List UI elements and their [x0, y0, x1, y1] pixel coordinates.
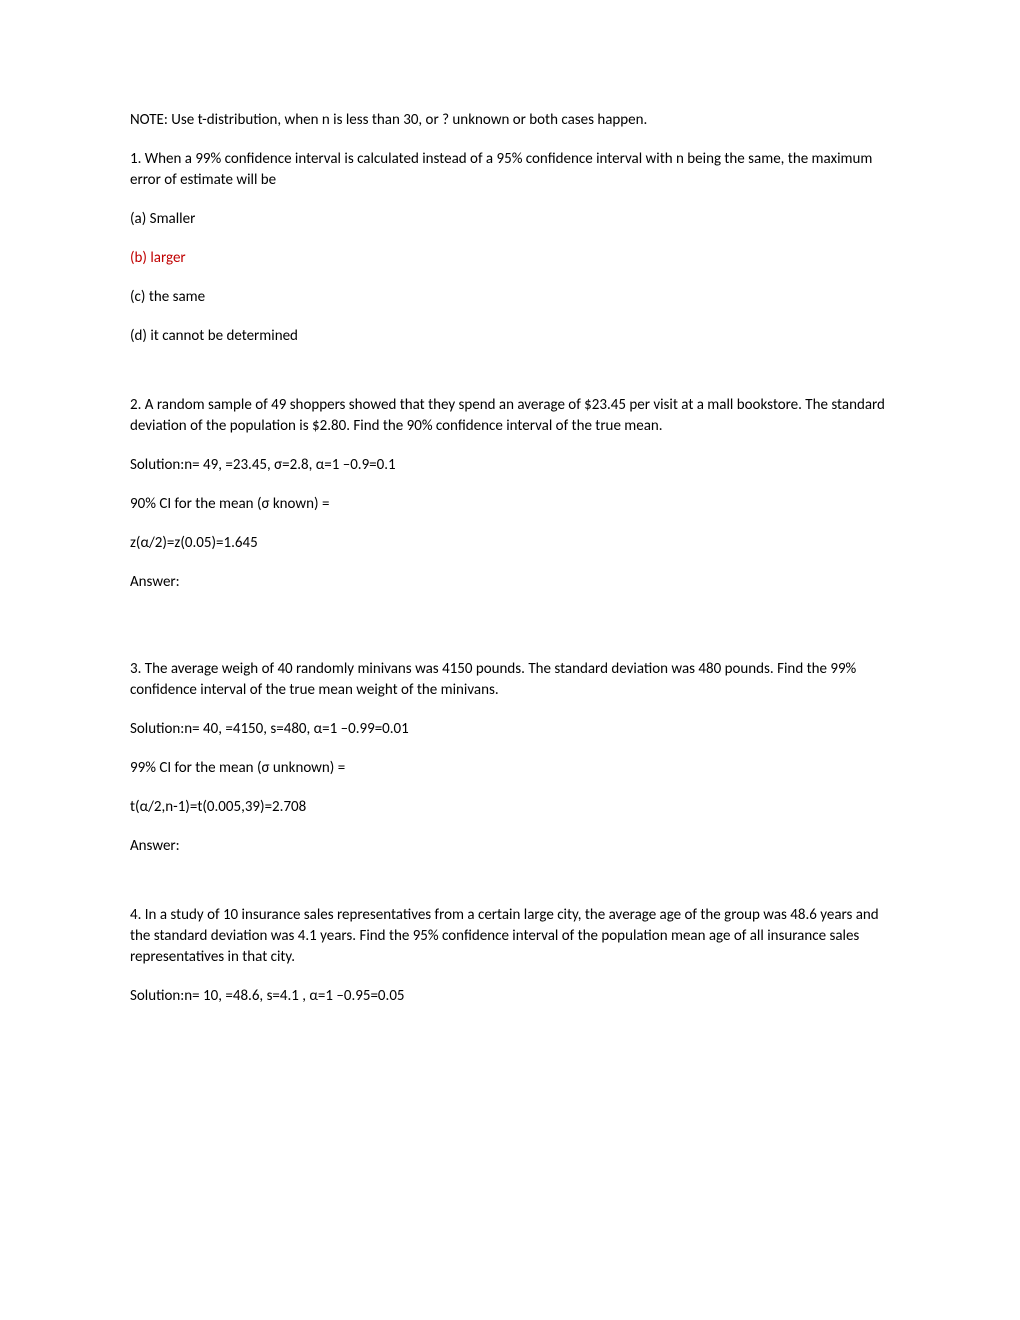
spacer — [130, 611, 890, 659]
spacer — [130, 365, 890, 395]
question-2-text: 2. A random sample of 49 shoppers showed… — [130, 395, 890, 437]
spacer — [130, 875, 890, 905]
question-3-t: t(α/2,n-1)=t(0.005,39)=2.708 — [130, 797, 890, 818]
question-3-ci: 99% CI for the mean (σ unknown) = — [130, 758, 890, 779]
question-1-text: 1. When a 99% confidence interval is cal… — [130, 149, 890, 191]
question-3-text: 3. The average weigh of 40 randomly mini… — [130, 659, 890, 701]
question-1-option-a: (a) Smaller — [130, 209, 890, 230]
question-3-solution: Solution:n= 40, =4150, s=480, α=1 –0.99=… — [130, 719, 890, 740]
question-3-answer: Answer: — [130, 836, 890, 857]
question-1-option-c: (c) the same — [130, 287, 890, 308]
note-text: NOTE: Use t-distribution, when n is less… — [130, 110, 890, 131]
question-4-solution: Solution:n= 10, =48.6, s=4.1 , α=1 –0.95… — [130, 986, 890, 1007]
question-4-text: 4. In a study of 10 insurance sales repr… — [130, 905, 890, 968]
question-2-solution: Solution:n= 49, =23.45, σ=2.8, α=1 –0.9=… — [130, 455, 890, 476]
question-2-ci: 90% CI for the mean (σ known) = — [130, 494, 890, 515]
question-2-answer: Answer: — [130, 572, 890, 593]
question-1-option-d: (d) it cannot be determined — [130, 326, 890, 347]
question-2-z: z(α/2)=z(0.05)=1.645 — [130, 533, 890, 554]
question-1-option-b: (b) larger — [130, 248, 890, 269]
